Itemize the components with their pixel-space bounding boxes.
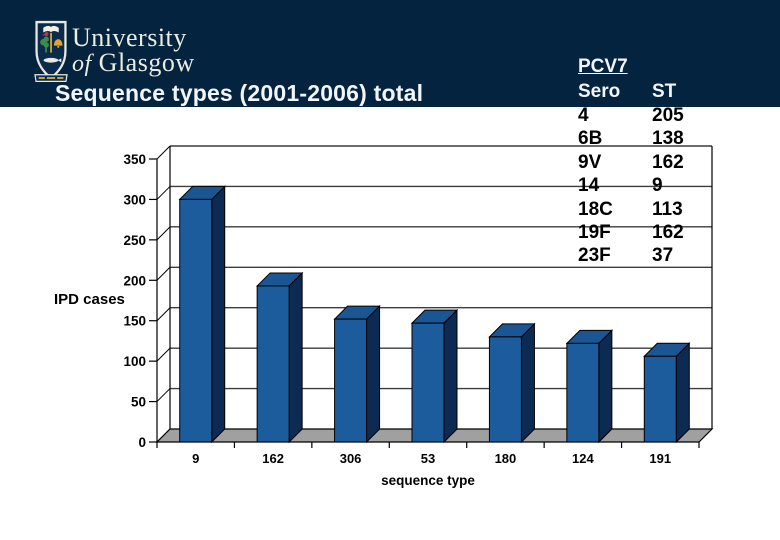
y-tick-label: 100 [123, 354, 146, 369]
wordmark-of: of [72, 51, 92, 77]
bar [566, 342, 600, 443]
x-tick-label: 9 [192, 451, 199, 466]
crest-book-icon [43, 25, 59, 33]
y-tick-connector [156, 145, 171, 160]
column-header-sero: Sero [578, 81, 621, 102]
y-tick-label: 350 [123, 152, 146, 167]
sero-cell: 18C [578, 198, 613, 220]
st-cell: 37 [652, 245, 674, 267]
table-row: 9V 162 [578, 151, 718, 174]
y-tick-label: 200 [123, 273, 146, 288]
column-header-st: ST [652, 81, 677, 102]
table-row: 6B 138 [578, 127, 718, 150]
y-tick-connector [156, 347, 171, 362]
y-tick-connector [156, 428, 171, 443]
x-axis-title: sequence type [381, 473, 475, 488]
table-row: 4 205 [578, 104, 718, 127]
pcv7-serotype-table: PCV7 Sero ST 4 205 6B 138 9V 162 14 9 18C 113 … [578, 55, 718, 268]
bar [643, 355, 677, 443]
crest-bell-icon [53, 39, 63, 46]
x-tick-label: 162 [262, 451, 284, 466]
crest-fish-icon [43, 57, 59, 63]
y-tick-label: 50 [131, 395, 146, 410]
y-tick-connector [156, 388, 171, 402]
y-axis-title: IPD cases [54, 291, 125, 308]
sero-cell: 6B [578, 128, 603, 150]
y-tick-label: 150 [123, 314, 146, 329]
y-tick-connector [156, 186, 171, 200]
st-cell: 113 [652, 198, 683, 220]
x-tick-label: 124 [572, 451, 594, 466]
sero-cell: 4 [578, 105, 589, 126]
wordmark-line1: University [72, 23, 187, 52]
bar [256, 285, 290, 443]
bar-side-face [598, 329, 613, 444]
table-row: 19F 162 [578, 221, 718, 244]
bar-side-face [520, 322, 535, 444]
st-cell: 162 [652, 151, 684, 173]
x-tick-label: 191 [649, 451, 671, 466]
x-tick-label: 306 [340, 451, 362, 466]
bar-side-face [443, 308, 458, 444]
wordmark-glasgow: Glasgow [98, 48, 195, 77]
bar-side-face [675, 342, 690, 444]
sero-cell: 14 [578, 175, 600, 197]
x-tick-label: 180 [495, 451, 517, 466]
st-cell: 205 [652, 105, 684, 126]
crest-mace-icon [50, 32, 52, 53]
bar [411, 322, 445, 443]
y-tick-connector [156, 226, 171, 241]
st-cell: 138 [652, 128, 684, 150]
st-cell: 162 [652, 221, 684, 243]
st-cell: 9 [652, 175, 663, 197]
y-tick-label: 0 [138, 435, 146, 450]
wordmark-line2: of Glasgow [72, 50, 195, 77]
pcv7-table-header: Sero ST [578, 79, 718, 104]
y-tick-label: 300 [123, 192, 146, 207]
table-row: 18C 113 [578, 198, 718, 221]
crest-bird-icon [44, 32, 49, 36]
table-row: 23F 37 [578, 244, 718, 267]
bar [488, 336, 522, 443]
university-wordmark: University of Glasgow [72, 23, 195, 77]
sero-cell: 9V [578, 151, 602, 173]
bar-side-face [211, 185, 226, 444]
pcv7-table-title: PCV7 [578, 56, 628, 77]
y-tick-label: 250 [123, 233, 146, 248]
bar [179, 198, 213, 443]
y-tick-connector [156, 266, 171, 281]
sero-cell: 23F [578, 245, 611, 267]
x-tick-label: 53 [421, 451, 435, 466]
bar-side-face [366, 304, 381, 444]
university-crest-icon [34, 20, 68, 83]
bar-side-face [288, 271, 303, 444]
bar [334, 318, 368, 443]
y-tick-connector [156, 307, 171, 322]
sero-cell: 19F [578, 221, 611, 243]
table-row: 14 9 [578, 174, 718, 197]
university-of-glasgow-logo: University of Glasgow [30, 18, 250, 96]
slide-title: Sequence types (2001-2006) total [55, 80, 424, 106]
slide-header-band [0, 0, 780, 107]
